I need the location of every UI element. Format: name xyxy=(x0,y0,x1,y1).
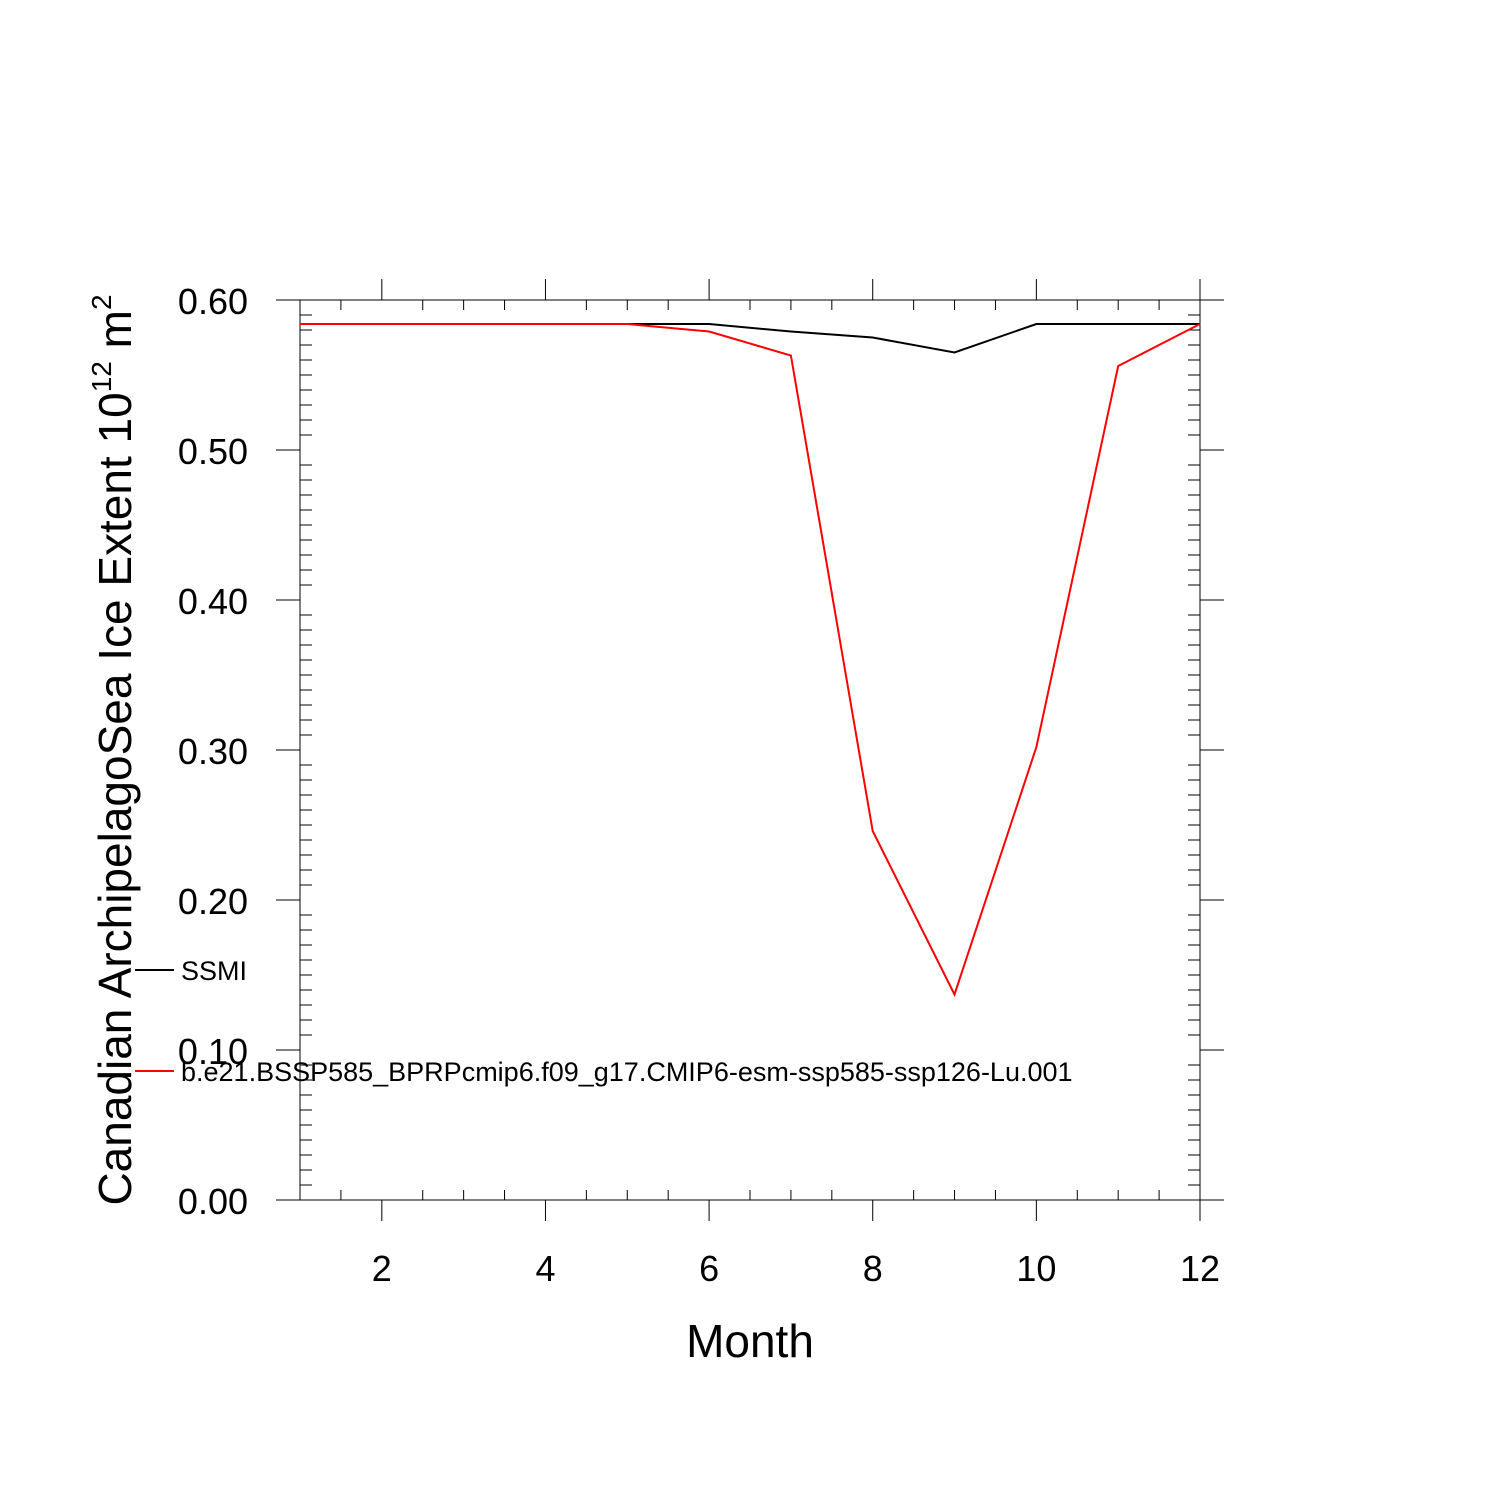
y-tick-label: 0.60 xyxy=(178,281,248,322)
y-tick-label: 0.00 xyxy=(178,1181,248,1222)
y-tick-label: 0.50 xyxy=(178,431,248,472)
series-line-model xyxy=(300,323,1201,998)
y-tick-label: 0.30 xyxy=(178,731,248,772)
y-tick-label: 0.10 xyxy=(178,1031,248,1072)
legend: SSMI b.e21.BSSP585_BPRPcmip6.f09_g17.CMIP… xyxy=(135,956,1073,1087)
series-line-ssmi xyxy=(300,323,1200,354)
y-axis-title-prefix: Canadian ArchipelagoSea Ice Extent 10 xyxy=(89,392,141,1205)
y-axis-title-exponent-2: 2 xyxy=(86,294,117,310)
x-tick-label: 4 xyxy=(535,1248,555,1289)
y-tick-label: 0.40 xyxy=(178,581,248,622)
legend-label-model: b.e21.BSSP585_BPRPcmip6.f09_g17.CMIP6-es… xyxy=(181,1057,1073,1087)
y-tick-label: 0.20 xyxy=(178,881,248,922)
x-axis-title: Month xyxy=(686,1315,814,1367)
x-tick-label: 2 xyxy=(372,1248,392,1289)
y-axis-title-exponent-1: 12 xyxy=(86,361,117,392)
x-tick-label: 6 xyxy=(699,1248,719,1289)
tick-labels: 0.00 0.10 0.20 0.30 0.40 0.50 0.60 2 4 6 8 10 12 xyxy=(178,281,1220,1289)
legend-label-ssmi: SSMI xyxy=(181,956,247,986)
y-axis-title-unit: m xyxy=(89,310,141,361)
x-tick-label: 10 xyxy=(1016,1248,1056,1289)
y-axis-title: Canadian ArchipelagoSea Ice Extent 1012 … xyxy=(86,294,141,1205)
series-lines xyxy=(300,323,1201,998)
x-tick-label: 8 xyxy=(863,1248,883,1289)
plot-frame xyxy=(299,299,1201,1201)
x-tick-label: 12 xyxy=(1180,1248,1220,1289)
